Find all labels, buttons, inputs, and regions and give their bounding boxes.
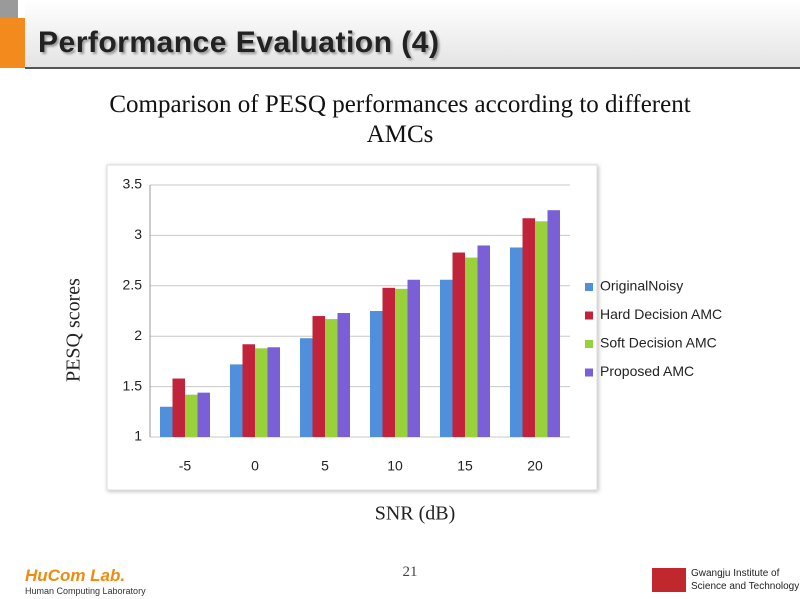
x-tick-label: 5: [321, 458, 329, 474]
bar: [395, 288, 408, 437]
legend-label: OriginalNoisy: [600, 278, 683, 294]
bar: [230, 364, 243, 437]
y-tick-label: 1: [134, 428, 142, 444]
bar: [452, 252, 465, 437]
legend-label: Hard Decision AMC: [600, 306, 722, 322]
bar: [300, 338, 313, 437]
bar: [382, 287, 395, 437]
y-tick-label: 3: [134, 226, 142, 242]
bar: [465, 257, 478, 437]
y-tick-label: 2: [134, 327, 142, 343]
y-axis-label: PESQ scores: [63, 278, 85, 382]
page-number: 21: [402, 564, 418, 580]
legend-swatch: [585, 311, 593, 320]
chart: PESQ scores SNR (dB) 1 1.5 2 2.5 3 3.5 -5 0 5 10 1…: [63, 164, 722, 525]
header-bar: [25, 0, 800, 69]
institute-name: Science and Technology: [691, 581, 800, 592]
bar: [267, 347, 280, 437]
bar: [535, 221, 548, 437]
header-accent: [0, 18, 25, 68]
legend-swatch: [585, 340, 593, 348]
header-square: [0, 0, 18, 18]
x-axis-label: SNR (dB): [375, 503, 456, 525]
bar: [407, 279, 420, 437]
y-tick-label: 3.5: [123, 176, 143, 192]
bar: [337, 313, 350, 437]
bar: [370, 311, 383, 437]
bar: [185, 394, 198, 437]
chart-title: Comparison of PESQ performances accordin…: [109, 91, 691, 148]
lab-logo: HuCom Lab.: [25, 566, 126, 585]
x-tick-label: 15: [457, 458, 473, 474]
bar: [242, 344, 255, 437]
lab-subtitle: Human Computing Laboratory: [25, 586, 146, 596]
x-tick-label: 10: [387, 458, 403, 474]
bar: [510, 247, 523, 437]
legend-swatch: [585, 283, 593, 291]
bar: [547, 210, 560, 437]
y-tick-label: 1.5: [123, 377, 143, 393]
bar: [325, 319, 338, 437]
y-tick-label: 2.5: [123, 277, 143, 293]
bar: [522, 218, 535, 437]
x-tick-label: 20: [527, 458, 543, 474]
institute-logo: [652, 568, 686, 592]
bar: [160, 406, 173, 437]
bar: [255, 348, 268, 437]
bar: [312, 316, 325, 437]
bar: [477, 245, 490, 437]
bar: [197, 392, 210, 437]
bar: [172, 378, 185, 437]
x-tick-label: 0: [251, 458, 259, 474]
bar: [440, 279, 453, 437]
legend-swatch: [585, 368, 593, 377]
slide-title: Performance Evaluation (4): [38, 26, 440, 59]
legend-label: Proposed AMC: [600, 363, 694, 379]
institute-name: Gwangju Institute of: [691, 568, 780, 579]
x-tick-label: -5: [179, 458, 192, 474]
legend-label: Soft Decision AMC: [600, 335, 717, 351]
